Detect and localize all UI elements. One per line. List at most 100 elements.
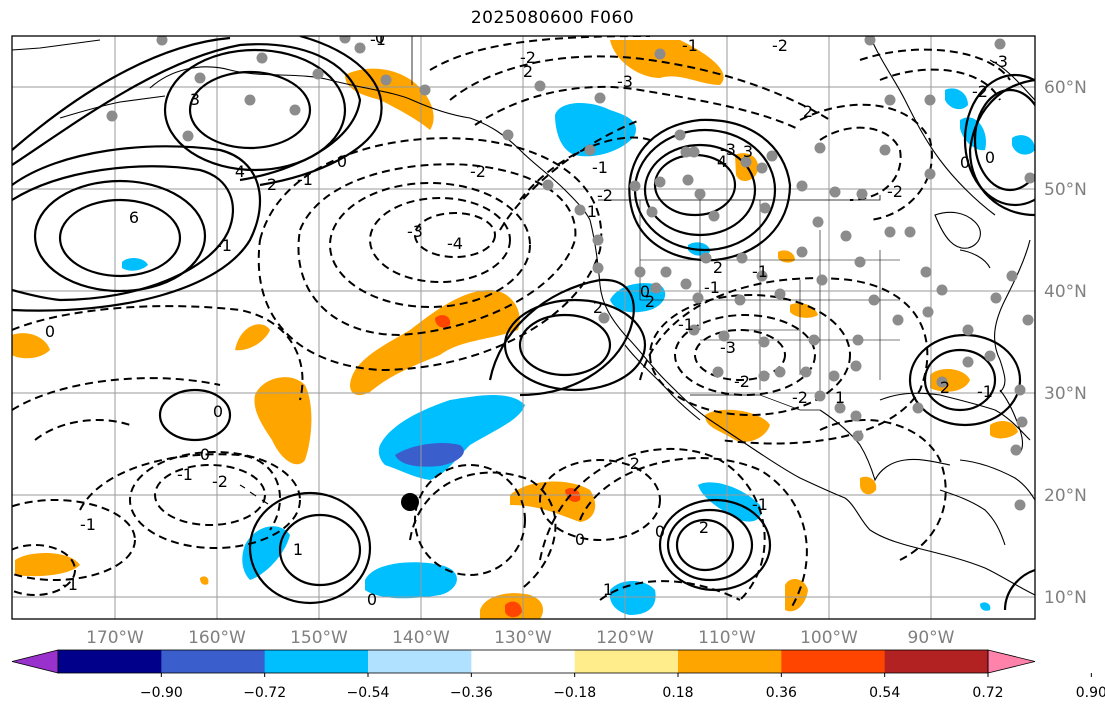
latitude-label: 60°N — [1044, 78, 1087, 98]
contour-label: -2 — [597, 186, 613, 205]
contour-label: -1 — [977, 382, 993, 401]
contour-label: 0 — [575, 530, 585, 549]
contour-label: 0 — [960, 153, 970, 172]
station-markers — [106, 36, 1035, 511]
contour-label: -3 — [720, 338, 736, 357]
positive-contours — [12, 36, 1035, 611]
contour-label: -1 — [62, 575, 78, 594]
contour-label: 0 — [655, 522, 665, 541]
contour-label: -3 — [720, 140, 736, 159]
contour-label: 0 — [45, 322, 55, 341]
contour-label: -3 — [617, 72, 633, 91]
colorbar-tick-label: 0.18 — [662, 685, 693, 701]
contour-label: -3 — [992, 52, 1008, 71]
latitude-axis-labels: 60°N 50°N 40°N 30°N 20°N 10°N — [1044, 78, 1087, 608]
latitude-label: 50°N — [1044, 180, 1087, 200]
contour-label: -2 — [972, 82, 988, 101]
contour-label: 2 — [803, 102, 813, 121]
contour-label: 4 — [235, 162, 245, 181]
contour-label: -1 — [370, 30, 386, 49]
colorbar-segment — [58, 650, 162, 673]
contour-label: -1 — [752, 495, 768, 514]
contour-label: 0 — [375, 28, 385, 47]
colorbar-segment — [781, 650, 886, 673]
contour-label: -3 — [407, 222, 423, 241]
longitude-label: 160°W — [188, 628, 246, 648]
map-title: 2025080600 F060 — [470, 8, 635, 28]
longitude-label: 150°W — [290, 628, 348, 648]
contour-label: 1 — [835, 388, 845, 407]
contour-label: -1 — [177, 465, 193, 484]
contour-label: 0 — [367, 590, 377, 609]
contour-label: 0 — [213, 402, 223, 421]
colorbar-tick-label: −0.18 — [553, 685, 596, 701]
colorbar-segment — [264, 650, 369, 673]
contour-label: 0 — [337, 152, 347, 171]
latitude-label: 20°N — [1044, 486, 1087, 506]
country-borders — [411, 36, 881, 411]
longitude-label: 140°W — [392, 628, 450, 648]
latitude-label: 10°N — [1044, 588, 1087, 608]
contour-label: 1 — [293, 540, 303, 559]
contour-label: -2 — [734, 372, 750, 391]
contour-label: -2 — [520, 48, 536, 67]
coastlines — [12, 36, 1035, 596]
colorbar-segment — [471, 650, 576, 673]
longitude-axis-labels: 170°W 160°W 150°W 140°W 130°W 120°W 110°W 100°W… — [86, 628, 955, 648]
colorbar-segment — [161, 650, 266, 673]
contour-label: 4 — [717, 152, 727, 171]
colorbar-segment — [574, 650, 679, 673]
contour-label: -2 — [887, 182, 903, 201]
contour-label: -1 — [216, 236, 232, 255]
contour-label: -1 — [80, 515, 96, 534]
colorbar-segment — [678, 650, 782, 673]
contour-label: -2 — [470, 162, 486, 181]
contour-label: -2 — [792, 388, 808, 407]
contour-label: 2 — [940, 378, 950, 397]
gridlines — [12, 36, 1035, 619]
contour-label: 2 — [267, 175, 277, 194]
colorbar-tick-label: −0.54 — [347, 685, 390, 701]
contour-label: 3 — [190, 90, 200, 109]
longitude-label: 100°W — [800, 628, 858, 648]
contour-label: 0 — [200, 445, 210, 464]
colorbar-tick-label: 0.36 — [766, 685, 797, 701]
negative-anomaly-fills — [122, 88, 1035, 615]
longitude-label: 170°W — [86, 628, 144, 648]
longitude-label: 120°W — [596, 628, 654, 648]
contour-label: -1 — [297, 170, 313, 189]
contour-label: -2 — [624, 454, 640, 473]
map-frame — [11, 35, 1036, 620]
colorbar-tick-label: 0.54 — [869, 685, 900, 701]
contour-label: 6 — [129, 208, 139, 227]
contour-label: 1 — [603, 580, 613, 599]
negative-contours — [12, 36, 1011, 611]
colorbar-segment — [884, 650, 989, 673]
contour-label: 1 — [587, 202, 597, 221]
colorbar-tick-label: −0.90 — [140, 685, 183, 701]
colorbar-outline — [57, 649, 989, 674]
colorbar-extend-low — [11, 649, 59, 674]
contour-label: 2 — [645, 292, 655, 311]
contour-label: 0 — [985, 148, 995, 167]
contour-label: 2 — [699, 518, 709, 537]
latitude-label: 40°N — [1044, 282, 1087, 302]
contour-label: 0 — [640, 282, 650, 301]
colorbar-extend-high — [987, 649, 1036, 674]
contour-label: 2 — [523, 62, 533, 81]
contour-label: 3 — [743, 142, 753, 161]
colorbar-tick-label: −0.72 — [243, 685, 286, 701]
longitude-label: 130°W — [494, 628, 552, 648]
longitude-label: 110°W — [698, 628, 756, 648]
contour-label: -1 — [704, 278, 720, 297]
contour-label: -2 — [212, 472, 228, 491]
contour-label: -1 — [592, 158, 608, 177]
colorbar-tick-label: 0.90 — [1076, 685, 1105, 701]
contour-label: 2 — [593, 298, 603, 317]
longitude-label: 90°W — [908, 628, 955, 648]
contour-label: -4 — [447, 234, 463, 253]
colorbar-tick-label: 0.72 — [972, 685, 1003, 701]
storm-center-marker — [401, 493, 419, 511]
contour-label: -1 — [678, 315, 694, 334]
